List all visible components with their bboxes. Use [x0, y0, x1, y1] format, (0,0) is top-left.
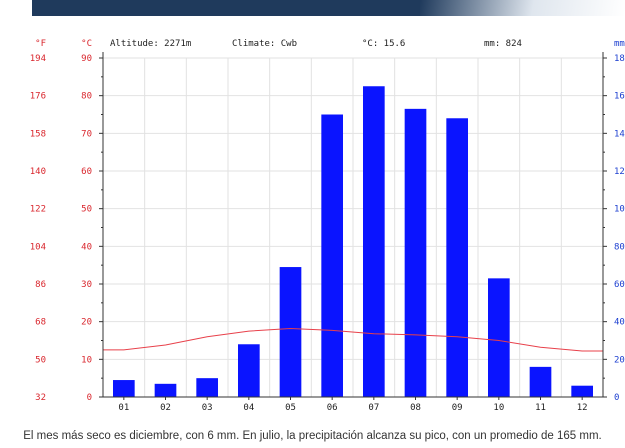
bar-05	[279, 267, 302, 397]
bar-04	[238, 344, 260, 397]
celsius-tick-label: 40	[81, 242, 92, 252]
celsius-tick-label: 70	[81, 129, 92, 139]
fahrenheit-tick-label: 86	[35, 280, 46, 290]
fahrenheit-tick-label: 140	[30, 167, 46, 177]
mm-tick-label: 160	[614, 92, 625, 102]
celsius-tick-label: 30	[81, 280, 92, 290]
bar-10	[488, 278, 510, 397]
mm-unit-label: mm	[614, 39, 625, 49]
fahrenheit-tick-label: 32	[35, 393, 46, 403]
bar-02	[154, 383, 177, 397]
bar-11	[529, 366, 552, 397]
mm-tick-label: 80	[614, 242, 625, 252]
celsius-tick-label: 20	[81, 318, 92, 328]
banner-highlight	[420, 0, 625, 16]
total-precip-label: mm: 824	[484, 39, 522, 49]
bar-07	[363, 86, 385, 397]
fahrenheit-unit-label: °F	[35, 39, 46, 49]
x-tick-label: 11	[535, 403, 546, 410]
fahrenheit-tick-label: 176	[30, 92, 46, 102]
mm-tick-label: 100	[614, 205, 625, 215]
celsius-tick-label: 0	[87, 393, 92, 403]
fahrenheit-tick-label: 68	[35, 318, 46, 328]
x-tick-label: 06	[327, 403, 338, 410]
mm-tick-label: 0	[614, 393, 619, 403]
x-tick-label: 10	[493, 403, 504, 410]
x-tick-label: 04	[243, 403, 254, 410]
climate-chart: 0320105020206840308660401048050122100601…	[30, 39, 625, 410]
celsius-unit-label: °C	[81, 39, 92, 49]
bar-03	[196, 378, 218, 397]
fahrenheit-tick-label: 50	[35, 355, 46, 365]
celsius-tick-label: 90	[81, 54, 92, 64]
celsius-tick-label: 60	[81, 167, 92, 177]
mm-tick-label: 40	[614, 318, 625, 328]
fahrenheit-tick-label: 194	[30, 54, 46, 64]
celsius-tick-label: 80	[81, 92, 92, 102]
bar-09	[446, 118, 468, 398]
chart-caption: El mes más seco es diciembre, con 6 mm. …	[23, 430, 602, 442]
celsius-tick-label: 50	[81, 205, 92, 215]
avg-temp-label: °C: 15.6	[362, 39, 405, 49]
celsius-tick-label: 10	[81, 355, 92, 365]
chart-header: °F °C mm Altitude: 2271m Climate: Cwb °C: 15.…	[35, 39, 625, 49]
bar-12	[571, 385, 593, 397]
top-banner	[0, 0, 625, 22]
bar-08	[404, 108, 427, 397]
x-tick-label: 05	[285, 403, 296, 410]
bar-01	[113, 380, 135, 397]
mm-tick-label: 180	[614, 54, 625, 64]
plot-frame	[102, 52, 604, 398]
precipitation-bars	[113, 86, 593, 398]
fahrenheit-tick-label: 122	[30, 205, 46, 215]
grid-lines	[103, 57, 603, 397]
x-tick-label: 09	[452, 403, 463, 410]
mm-tick-label: 60	[614, 280, 625, 290]
altitude-label: Altitude: 2271m	[110, 39, 191, 49]
climate-label: Climate: Cwb	[232, 39, 297, 49]
x-tick-label: 12	[577, 403, 588, 410]
mm-tick-label: 120	[614, 167, 625, 177]
x-tick-label: 02	[160, 403, 171, 410]
bar-06	[321, 114, 343, 397]
mm-tick-label: 20	[614, 355, 625, 365]
x-tick-label: 08	[410, 403, 421, 410]
temperature-line	[103, 327, 603, 352]
mm-tick-label: 140	[614, 129, 625, 139]
fahrenheit-tick-label: 158	[30, 129, 46, 139]
axis-ticks: 0320105020206840308660401048050122100601…	[30, 54, 625, 410]
x-tick-label: 07	[368, 403, 379, 410]
x-tick-label: 03	[202, 403, 213, 410]
x-tick-label: 01	[118, 403, 129, 410]
fahrenheit-tick-label: 104	[30, 242, 46, 252]
